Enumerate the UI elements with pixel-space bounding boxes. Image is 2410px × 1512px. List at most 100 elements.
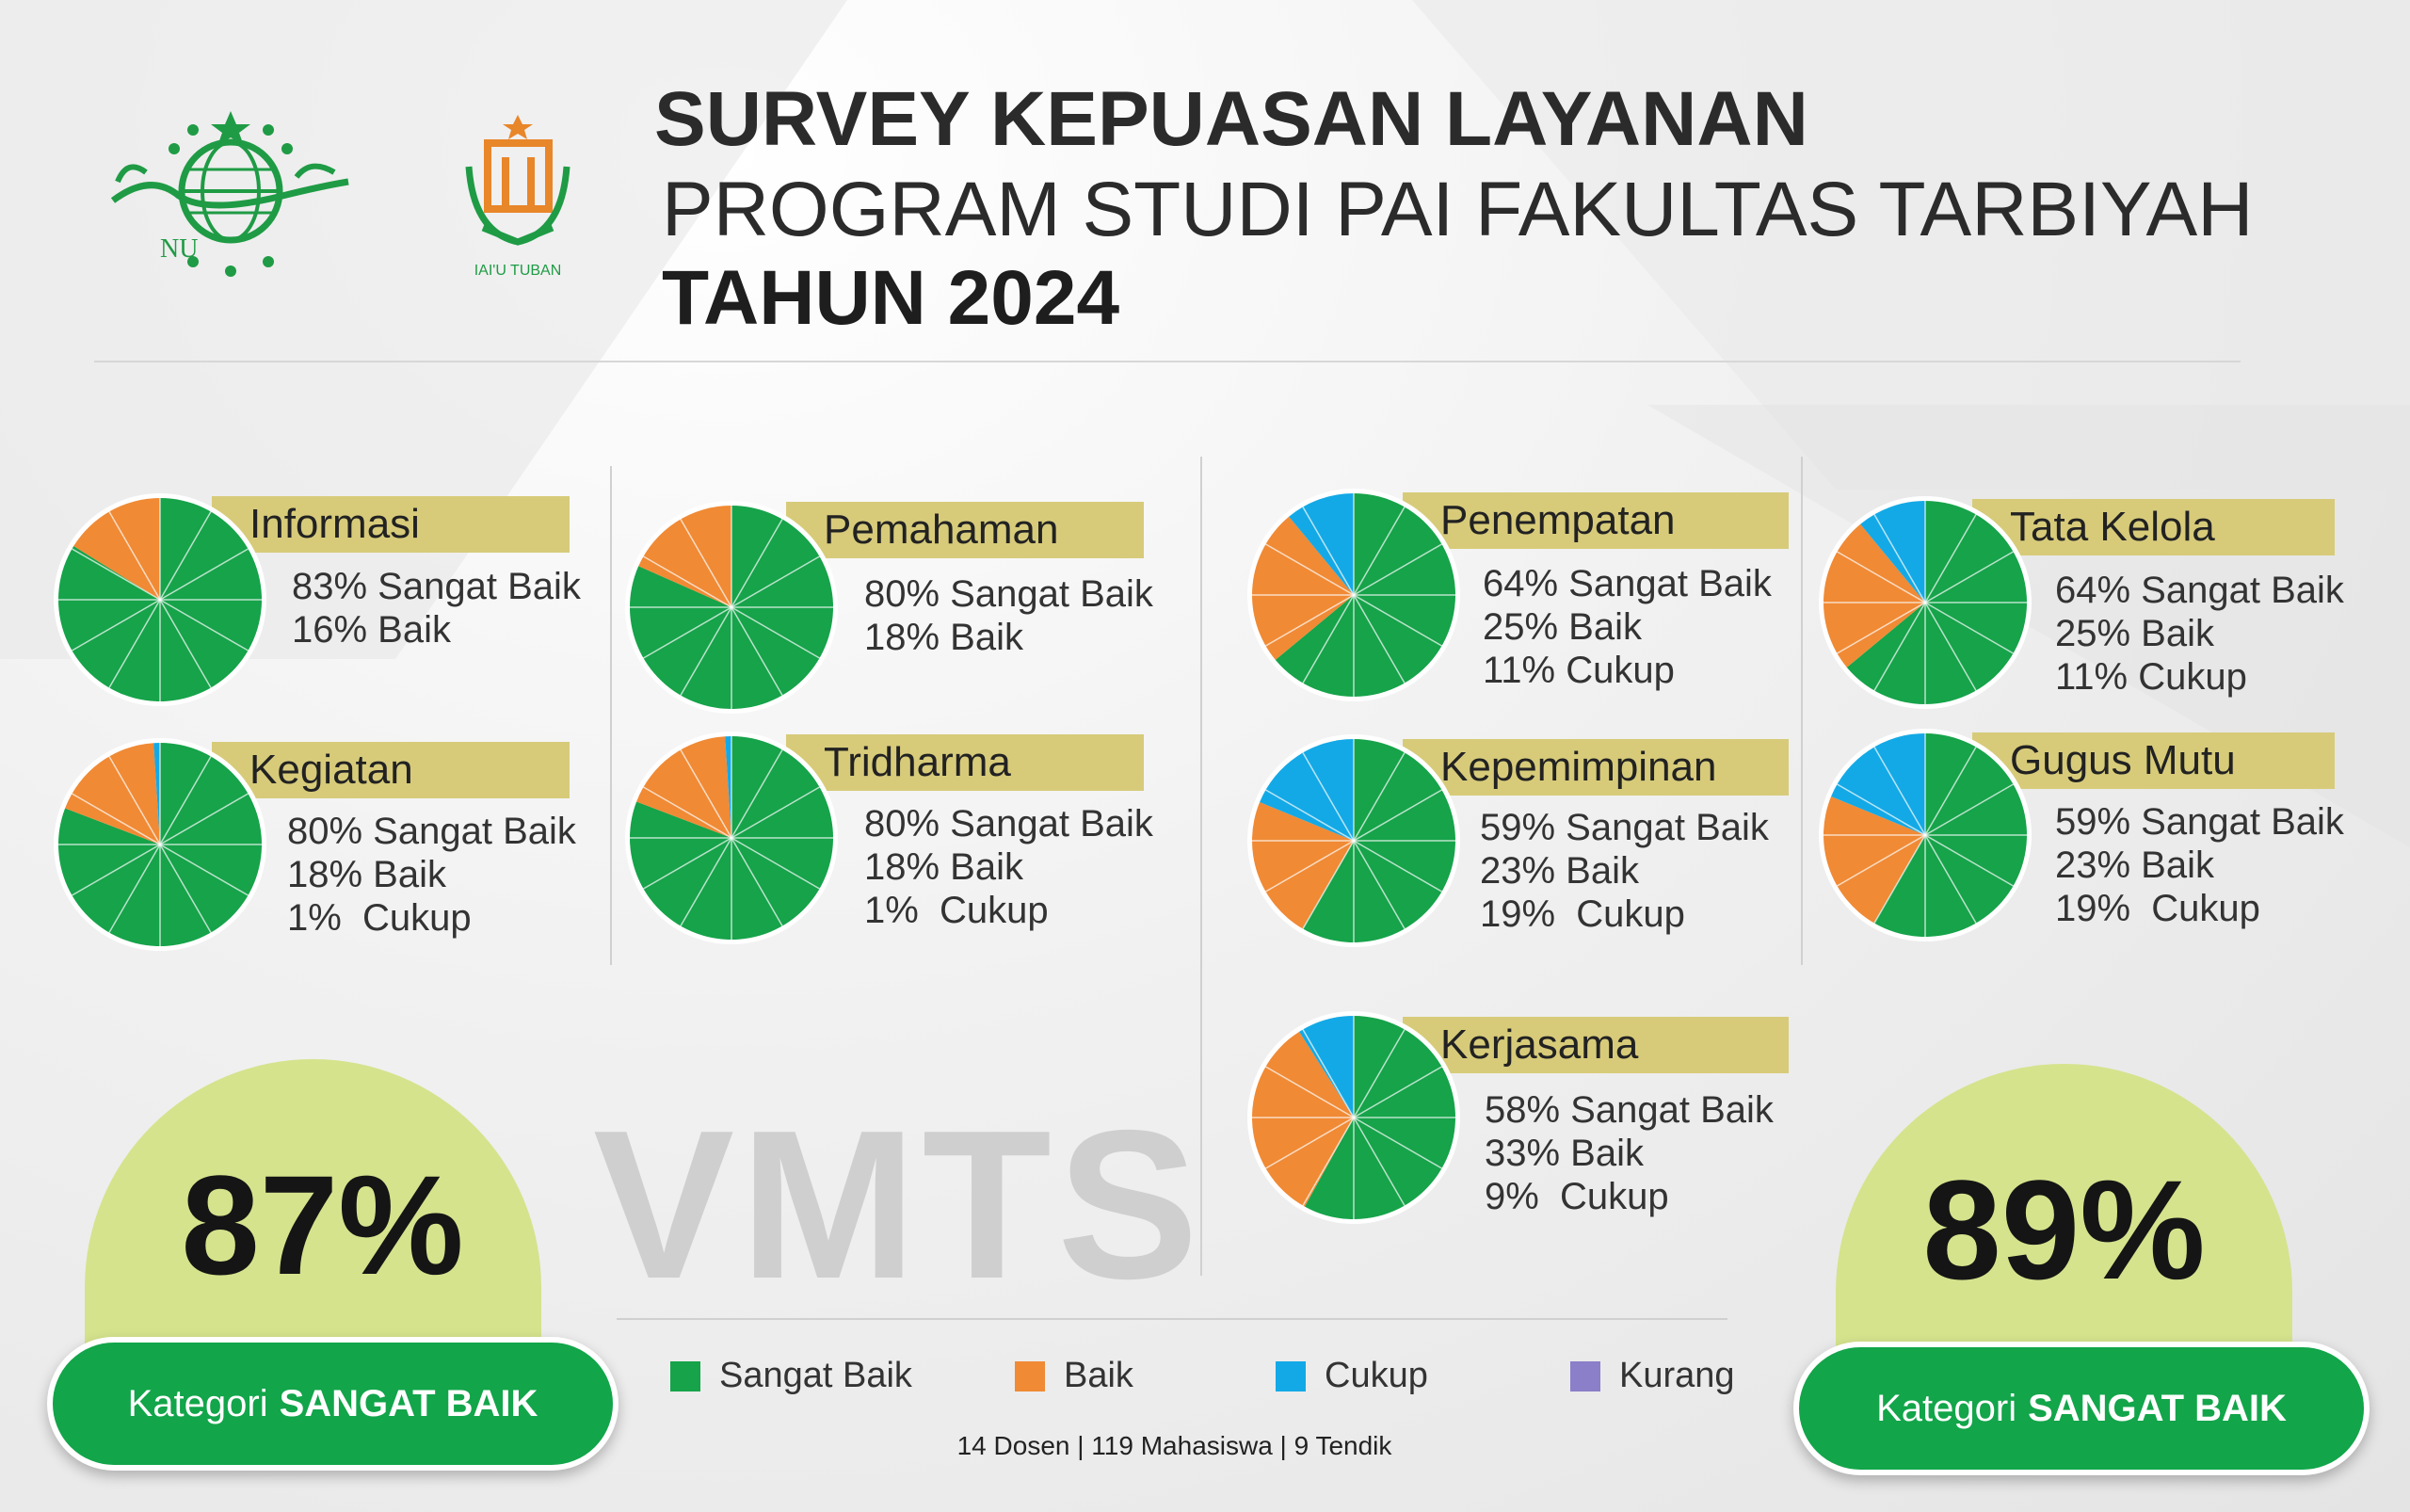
category-value: SANGAT BAIK xyxy=(2028,1387,2287,1429)
pie-spoke xyxy=(680,837,732,926)
pie-spoke xyxy=(731,837,783,926)
pie-spoke xyxy=(1265,543,1355,596)
pie-chart xyxy=(1819,496,2032,709)
pie-spoke xyxy=(1353,789,1442,842)
pie-spoke xyxy=(680,749,732,839)
pie-stat-line: 64% Sangat Baik xyxy=(2055,570,2344,611)
pie-spoke xyxy=(1302,594,1355,684)
pie-spoke xyxy=(159,844,212,933)
pie-spoke xyxy=(1837,551,1926,603)
pie-stat-line: 16% Baik xyxy=(292,609,451,651)
legend-swatch xyxy=(670,1360,700,1391)
legend-label: Baik xyxy=(1064,1356,1133,1395)
pie-spoke xyxy=(1353,840,1406,929)
category-prefix: Kategori xyxy=(1876,1387,2017,1429)
legend-item-kurang: Kurang xyxy=(1570,1356,1735,1396)
header-divider xyxy=(94,361,2241,362)
category-pill-right: Kategori SANGAT BAIK xyxy=(1793,1342,2370,1475)
pie-title: Kepemimpinan xyxy=(1403,739,1789,796)
pie-title: Tata Kelola xyxy=(1972,499,2335,555)
svg-text:IAI'U TUBAN: IAI'U TUBAN xyxy=(474,263,562,279)
legend-swatch xyxy=(1015,1360,1045,1391)
pie-spoke xyxy=(1924,514,1977,603)
pie-spoke xyxy=(731,749,783,839)
pie-chart xyxy=(625,501,838,714)
pie-spoke xyxy=(159,599,212,688)
pie-spoke xyxy=(1302,840,1355,929)
pie-stat-line: 1% Cukup xyxy=(864,890,1049,931)
pie-stats: 59% Sangat Baik 23% Baik 19% Cukup xyxy=(2055,800,2344,930)
pie-stat-line: 58% Sangat Baik xyxy=(1485,1089,1774,1131)
footnote-text: 14 Dosen | 119 Mahasiswa | 9 Tendik xyxy=(956,1431,1392,1460)
pie-stat-line: 64% Sangat Baik xyxy=(1483,563,1772,604)
pie-stat-line: 59% Sangat Baik xyxy=(2055,801,2344,843)
pie-spoke xyxy=(1873,834,1926,924)
pie-spoke xyxy=(1353,840,1442,893)
pie-stats: 80% Sangat Baik 18% Baik xyxy=(864,572,1153,659)
pie-spoke xyxy=(108,599,161,688)
pie-spoke xyxy=(1265,840,1355,893)
pie-spoke xyxy=(72,599,161,651)
pie-stat-line: 25% Baik xyxy=(2055,613,2214,654)
legend-item-sangat-baik: Sangat Baik xyxy=(670,1356,912,1396)
pie-slice-baik xyxy=(1252,802,1354,929)
pie-slice-cukup xyxy=(1260,739,1354,841)
pie-spoke xyxy=(108,756,161,845)
pie-title: Tridharma xyxy=(786,734,1144,791)
title-line-1: SURVEY KEPUASAN LAYANAN xyxy=(654,76,1808,162)
respondent-footnote: 14 Dosen | 119 Mahasiswa | 9 Tendik xyxy=(0,1431,2410,1461)
pie-spoke xyxy=(731,837,820,890)
iai-logo: IAI'U TUBAN xyxy=(465,115,570,279)
pie-slice-cukup xyxy=(1299,1016,1354,1118)
pie-slice-baik xyxy=(638,506,731,607)
pie-spoke xyxy=(72,548,161,601)
score-right: 89% xyxy=(1922,1150,2206,1309)
pie-spoke xyxy=(1353,1066,1442,1118)
pie-slice-cukup xyxy=(1289,493,1354,595)
pie-spoke xyxy=(1873,602,1926,691)
pie-spoke xyxy=(108,844,161,933)
pie-spoke xyxy=(1353,1117,1406,1206)
svg-text:NU: NU xyxy=(160,234,198,264)
pie-spoke xyxy=(1924,747,1977,836)
pie-spoke xyxy=(731,555,820,608)
pie-slice-cukup xyxy=(153,743,160,844)
pie-spoke xyxy=(1837,834,1926,887)
pie-stats: 80% Sangat Baik 18% Baik 1% Cukup xyxy=(287,810,576,940)
pie-spoke xyxy=(643,606,732,659)
pie-stat-line: 23% Baik xyxy=(1480,850,1639,892)
pie-slice-baik xyxy=(1824,796,1925,924)
pie-spoke xyxy=(159,844,249,896)
pie-slice-baik xyxy=(636,736,731,838)
pie-title: Gugus Mutu xyxy=(1972,732,2335,789)
pie-stat-line: 18% Baik xyxy=(864,617,1023,658)
pie-spoke xyxy=(643,555,732,608)
pie-spoke xyxy=(1302,1117,1355,1206)
pie-chart xyxy=(1247,734,1460,947)
pie-spoke xyxy=(731,606,783,696)
legend-label: Sangat Baik xyxy=(719,1356,912,1395)
legend-item-baik: Baik xyxy=(1015,1356,1133,1396)
pie-spoke xyxy=(1302,507,1355,596)
pie-slice-baik xyxy=(65,743,160,844)
legend-label: Cukup xyxy=(1325,1356,1428,1395)
pie-slice-cukup xyxy=(725,736,731,838)
pie-spoke xyxy=(72,844,161,896)
pie-spoke xyxy=(1265,1066,1355,1118)
pie-spoke xyxy=(680,519,732,608)
pie-slice-cukup xyxy=(1860,501,1925,603)
pie-spoke xyxy=(643,786,732,839)
legend-divider xyxy=(617,1318,1727,1320)
pie-stat-line: 59% Sangat Baik xyxy=(1480,807,1769,848)
pie-chart xyxy=(1247,489,1460,701)
pie-title: Kegiatan xyxy=(212,742,570,798)
watermark: VMTS xyxy=(593,1086,1205,1323)
pie-spoke xyxy=(1265,594,1355,647)
pie-spoke xyxy=(1873,514,1926,603)
pie-spoke xyxy=(1353,594,1406,684)
pie-chart xyxy=(54,493,266,706)
pie-stat-line: 1% Cukup xyxy=(287,897,472,939)
pie-stats: 83% Sangat Baik 16% Baik xyxy=(292,565,581,651)
column-divider xyxy=(610,466,612,965)
pie-spoke xyxy=(159,793,249,845)
